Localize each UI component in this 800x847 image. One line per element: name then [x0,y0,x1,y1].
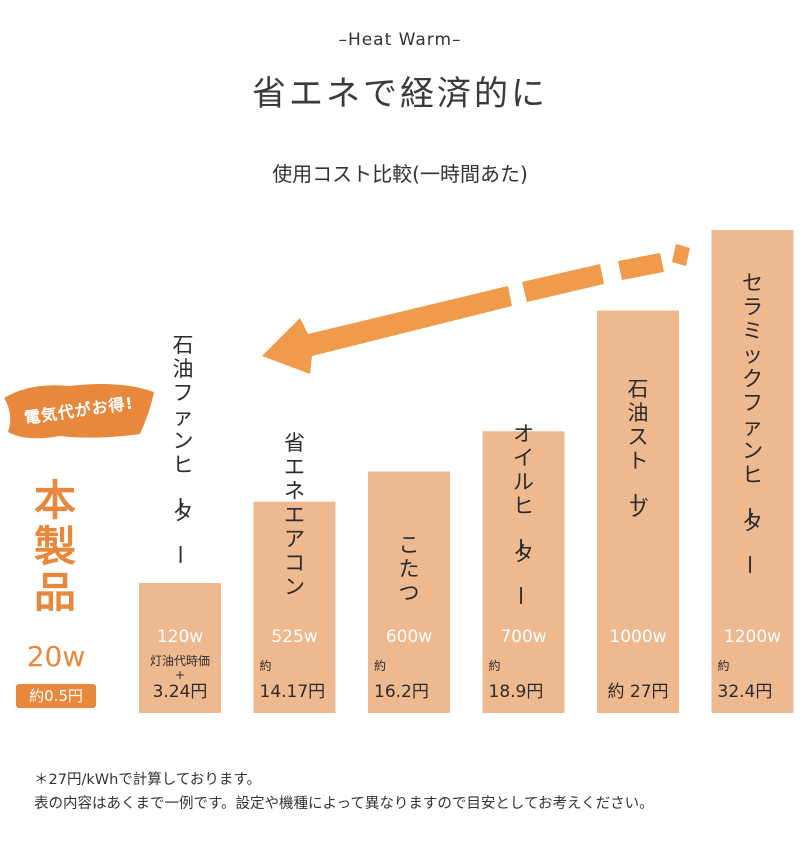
cost-value-0: 3.24円 [153,682,208,702]
cost-value-2: 16.2円 [374,682,429,702]
watt-label-3: 700w [500,627,546,647]
watt-label-2: 600w [386,627,432,647]
page-title: 省エネで経済的に [252,74,548,114]
badge-shape-icon [4,384,154,439]
cost-value-4: 約 27円 [607,682,668,702]
category-label-5: セラミックファンヒーター [737,271,763,575]
bar-4 [597,310,679,713]
category-label-3: オイルヒーター [508,422,534,606]
product-cost: 約0.5円 [16,684,96,708]
watt-label-0: 120w [157,627,203,647]
bar-1 [253,501,336,713]
cost-prefix-3: 約 [489,658,501,673]
cost-value-3: 18.9円 [489,682,544,702]
category-label-0: 石油ファンヒーター [168,333,194,565]
cost-value-5: 32.4円 [718,682,773,702]
watt-label-4: 1000w [609,627,666,647]
category-label-2: こたつ [399,533,420,605]
cost-prefix-5: 約 [718,658,730,673]
badge: 電気代がお得! [0,378,158,444]
watt-label-5: 1200w [724,627,781,647]
bar-2 [368,471,450,713]
bar-5 [711,230,794,713]
watt-label-1: 525w [271,627,317,647]
cost-plus-0: + [175,668,185,682]
cost-value-1: 14.17円 [260,682,326,702]
tagline: –Heat Warm– [338,30,462,50]
product-name: 本製品 [33,476,76,617]
bar-3 [482,431,565,713]
cost-prefix-0: 灯油代時価 [150,654,210,668]
product-watt: 20w [26,640,86,673]
chart-subtitle: 使用コスト比較(一時間あた) [272,162,528,186]
footnote-rate: ＊27円/kWhで計算しております。 [34,772,261,788]
cost-prefix-1: 約 [260,658,272,673]
footnote-disclaimer: 表の内容はあくまで一例です。設定や機種によって異なりますので目安としてお考えくだ… [34,796,654,812]
cost-prefix-2: 約 [374,658,386,673]
category-label-1: 省エネエアコン [284,431,305,599]
arrow-graphic [262,244,690,374]
category-label-4: 石油ストーブ [623,377,649,521]
bar-0 [139,583,221,713]
